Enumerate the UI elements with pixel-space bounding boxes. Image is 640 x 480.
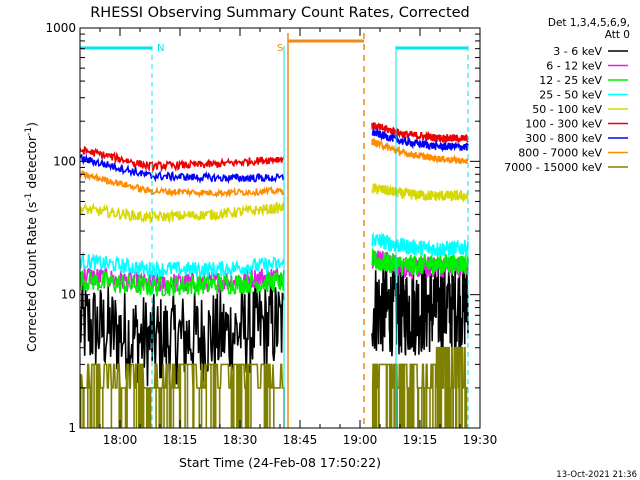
x-axis: 18:00 18:15 18:30 18:45 19:00 19:15 19:30 xyxy=(79,28,498,447)
legend-label-3-6-kev: 3 - 6 keV xyxy=(553,45,602,58)
attenuator-label: Att 0 xyxy=(605,29,630,41)
y-axis-label-part3: ) xyxy=(24,122,39,127)
series-12-25-kev-before xyxy=(80,270,285,297)
y-tick-label: 1 xyxy=(68,421,76,435)
x-tick-label: 19:00 xyxy=(343,433,378,447)
legend-label-800-7000-kev: 800 - 7000 keV xyxy=(518,147,602,160)
legend-label-300-800-kev: 300 - 800 keV xyxy=(525,132,602,145)
x-tick-label: 18:45 xyxy=(283,433,318,447)
y-axis-label-sup2: -1 xyxy=(24,127,34,136)
series-25-50-kev-before xyxy=(80,251,285,281)
y-axis-label: Corrected Count Rate (s-1 detector-1) xyxy=(24,122,39,352)
legend-label-7000-15000-kev: 7000 - 15000 keV xyxy=(504,161,602,174)
legend-label-12-25-kev: 12 - 25 keV xyxy=(539,74,602,87)
x-tick-label: 18:30 xyxy=(223,433,258,447)
series-50-100-kev-before xyxy=(80,201,285,225)
flag-label-s: S xyxy=(277,43,283,54)
y-tick-label: 10 xyxy=(61,288,76,302)
series-3-6-kev-before xyxy=(80,278,285,387)
series-7000-15000-kev-after xyxy=(371,346,468,428)
series-800-7000-kev-after xyxy=(371,136,469,165)
series-800-7000-kev-before xyxy=(80,169,285,199)
x-tick-label: 19:30 xyxy=(463,433,498,447)
flag-label-n: N xyxy=(157,43,164,54)
series-100-300-kev-before xyxy=(80,145,285,174)
legend-label-100-300-kev: 100 - 300 keV xyxy=(525,118,602,131)
series-3-6-kev-after xyxy=(371,260,469,357)
legend-label-50-100-kev: 50 - 100 keV xyxy=(532,103,602,116)
y-axis-label-sup1: -1 xyxy=(24,193,34,202)
y-axis: 1 10 100 1000 xyxy=(45,21,480,435)
series-300-800-kev-after xyxy=(371,127,469,153)
x-tick-label: 18:15 xyxy=(163,433,198,447)
legend-label-6-12-kev: 6 - 12 keV xyxy=(546,60,602,73)
series-25-50-kev-after xyxy=(371,231,469,259)
generated-timestamp: 13-Oct-2021 21:36 xyxy=(556,470,637,480)
y-axis-label-part1: Corrected Count Rate (s xyxy=(24,202,39,352)
y-tick-label: 100 xyxy=(53,154,76,168)
detectors-label: Det 1,3,4,5,6,9, xyxy=(548,17,630,29)
y-tick-label: 1000 xyxy=(45,21,76,35)
x-tick-label: 18:00 xyxy=(103,433,138,447)
chart-title: RHESSI Observing Summary Count Rates, Co… xyxy=(90,5,470,21)
series-50-100-kev-after xyxy=(371,183,469,203)
x-tick-label: 19:15 xyxy=(403,433,438,447)
y-axis-label-part2: detector xyxy=(24,135,39,193)
series-300-800-kev-before xyxy=(80,153,285,185)
plot-area xyxy=(80,122,469,428)
series-7000-15000-kev-before xyxy=(80,363,285,428)
series-100-300-kev-after xyxy=(371,122,469,145)
series-12-25-kev-after xyxy=(371,247,469,277)
x-axis-label: Start Time (24-Feb-08 17:50:22) xyxy=(179,455,381,470)
legend-label-25-50-kev: 25 - 50 keV xyxy=(539,89,602,102)
